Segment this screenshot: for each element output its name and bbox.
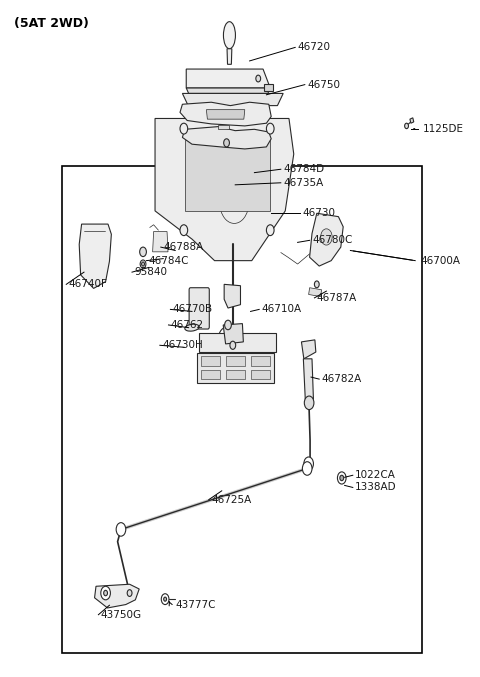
Text: 46782A: 46782A (322, 374, 362, 384)
Polygon shape (95, 584, 139, 608)
Bar (226, 370, 245, 379)
Polygon shape (79, 224, 111, 288)
Text: 46740F: 46740F (69, 280, 108, 289)
Circle shape (302, 462, 312, 475)
Polygon shape (264, 84, 273, 91)
Text: 46735A: 46735A (283, 178, 324, 188)
Polygon shape (185, 140, 270, 211)
Circle shape (101, 586, 110, 600)
Polygon shape (224, 284, 240, 308)
Text: 43750G: 43750G (101, 610, 142, 619)
Text: 46700A: 46700A (420, 256, 460, 265)
Bar (226, 356, 245, 366)
Circle shape (140, 247, 146, 257)
Polygon shape (197, 353, 274, 383)
Text: 1022CA: 1022CA (355, 471, 396, 480)
Circle shape (314, 281, 319, 288)
Text: 46762: 46762 (171, 320, 204, 330)
Ellipse shape (185, 324, 199, 331)
Text: 1338AD: 1338AD (355, 483, 397, 492)
Text: 46784D: 46784D (283, 165, 324, 174)
Text: 46770B: 46770B (173, 305, 213, 314)
Text: 43777C: 43777C (175, 600, 216, 609)
Circle shape (140, 260, 146, 268)
Polygon shape (199, 333, 276, 352)
Text: 46710A: 46710A (262, 305, 302, 314)
Bar (62, 166, 422, 653)
Polygon shape (186, 88, 270, 93)
Text: 46750: 46750 (307, 80, 340, 89)
Circle shape (142, 262, 144, 266)
Polygon shape (180, 102, 271, 126)
Circle shape (256, 75, 261, 82)
Polygon shape (182, 127, 271, 149)
Polygon shape (206, 110, 245, 119)
Ellipse shape (223, 22, 235, 49)
Circle shape (225, 320, 231, 330)
Polygon shape (155, 118, 294, 261)
Text: 46780C: 46780C (312, 236, 352, 245)
Circle shape (340, 475, 344, 481)
Circle shape (405, 123, 408, 129)
Polygon shape (153, 232, 168, 252)
Circle shape (266, 225, 274, 236)
Circle shape (127, 590, 132, 596)
Text: (5AT 2WD): (5AT 2WD) (14, 17, 89, 30)
Text: 46730: 46730 (302, 209, 336, 218)
Circle shape (321, 229, 332, 245)
Circle shape (304, 457, 313, 471)
Polygon shape (218, 125, 229, 129)
Bar (251, 370, 270, 379)
Circle shape (304, 396, 314, 410)
Circle shape (164, 597, 167, 601)
Bar (251, 356, 270, 366)
Polygon shape (227, 49, 232, 64)
Polygon shape (301, 340, 316, 359)
Circle shape (161, 594, 169, 605)
Polygon shape (410, 118, 414, 123)
Circle shape (337, 472, 346, 484)
Circle shape (230, 341, 236, 349)
Polygon shape (186, 69, 270, 88)
Polygon shape (223, 324, 243, 344)
Polygon shape (310, 213, 343, 266)
Text: 1125DE: 1125DE (422, 124, 463, 133)
Text: 46787A: 46787A (317, 293, 357, 303)
Circle shape (104, 590, 108, 596)
Bar (201, 356, 220, 366)
Polygon shape (182, 93, 283, 106)
Text: 46725A: 46725A (211, 495, 252, 504)
Text: 46730H: 46730H (162, 341, 203, 350)
Circle shape (116, 523, 126, 536)
Text: 95840: 95840 (134, 267, 168, 277)
Polygon shape (303, 359, 313, 399)
FancyBboxPatch shape (189, 288, 209, 329)
Circle shape (224, 139, 229, 147)
Text: 46784C: 46784C (149, 256, 189, 265)
Text: 46720: 46720 (298, 43, 331, 52)
Bar (201, 370, 220, 379)
Circle shape (266, 123, 274, 134)
Text: 46788A: 46788A (163, 242, 204, 252)
Circle shape (180, 225, 188, 236)
Polygon shape (309, 288, 322, 297)
Circle shape (180, 123, 188, 134)
